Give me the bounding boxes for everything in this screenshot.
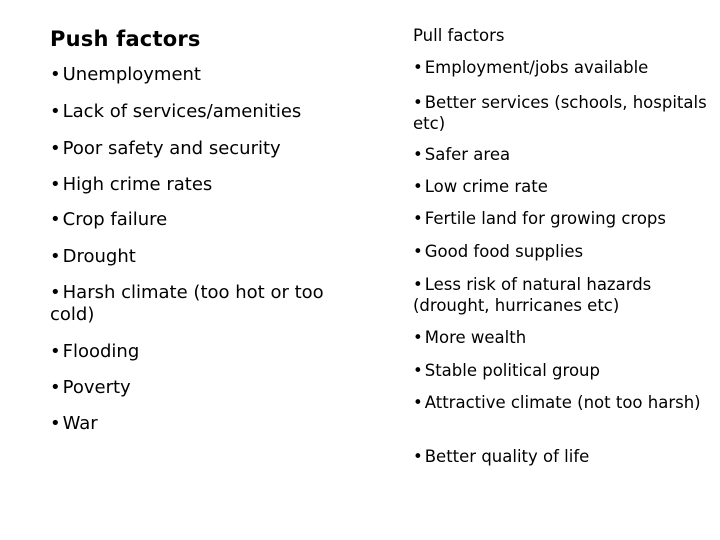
pull-factor-item: • More wealth — [413, 328, 527, 347]
push-factor-item: • Unemployment — [50, 64, 201, 85]
pull-factor-item: • Better services (schools, hospitals etc… — [413, 93, 707, 133]
push-factors-heading: Push factors — [50, 27, 201, 51]
bullet: • — [50, 64, 61, 85]
pull-factor-item: • Good food supplies — [413, 242, 584, 261]
pull-factor-item: • Safer area — [413, 145, 511, 164]
pull-factor-item: • Fertile land for growing crops — [413, 209, 666, 228]
bullet: • — [50, 174, 61, 195]
pull-factor-item: • Employment/jobs available — [413, 58, 649, 77]
bullet: • — [50, 138, 61, 159]
bullet: • — [50, 101, 61, 122]
bullet: • — [413, 209, 423, 228]
push-factor-item: • War — [50, 413, 98, 434]
pull-factor-item: • Stable political group — [413, 361, 600, 380]
push-factor-item: • Drought — [50, 246, 136, 267]
pull-factor-item: • Less risk of natural hazards (drought, … — [413, 275, 652, 315]
bullet: • — [413, 93, 423, 112]
pull-factors-heading: Pull factors — [413, 26, 505, 45]
bullet: • — [413, 58, 423, 77]
push-factor-item: • Poor safety and security — [50, 138, 281, 159]
bullet: • — [413, 393, 423, 412]
pull-factor-item: • Low crime rate — [413, 177, 548, 196]
bullet: • — [413, 177, 423, 196]
push-factor-item: • Harsh climate (too hot or too cold) — [50, 282, 324, 325]
bullet: • — [413, 447, 423, 466]
bullet: • — [413, 361, 423, 380]
bullet: • — [50, 341, 61, 362]
bullet: • — [413, 328, 423, 347]
bullet: • — [50, 209, 61, 230]
push-factor-item: • Flooding — [50, 341, 140, 362]
bullet: • — [413, 145, 423, 164]
bullet: • — [50, 282, 61, 303]
push-factor-item: • Crop failure — [50, 209, 168, 230]
push-factor-item: • Poverty — [50, 377, 131, 398]
pull-factor-item: • Attractive climate (not too harsh) — [413, 393, 701, 412]
push-factor-item: • Lack of services/amenities — [50, 101, 302, 122]
bullet: • — [50, 413, 61, 434]
bullet: • — [413, 275, 423, 294]
push-factor-item: • High crime rates — [50, 174, 213, 195]
pull-factor-item: • Better quality of life — [413, 447, 590, 466]
bullet: • — [50, 246, 61, 267]
bullet: • — [50, 377, 61, 398]
bullet: • — [413, 242, 423, 261]
